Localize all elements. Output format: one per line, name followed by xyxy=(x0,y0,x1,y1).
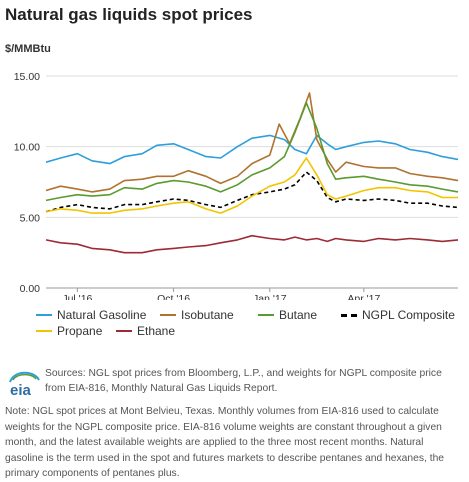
legend-label: Ethane xyxy=(137,324,176,338)
legend-swatch xyxy=(36,330,52,332)
legend-swatch xyxy=(258,314,274,316)
chart-title: Natural gas liquids spot prices xyxy=(5,5,253,24)
legend-label: Butane xyxy=(279,308,318,322)
y-axis-ticks: 0.00 5.00 10.00 15.00 xyxy=(14,71,40,295)
legend-label: Isobutane xyxy=(181,308,234,322)
legend-label: Natural Gasoline xyxy=(57,308,147,322)
legend-swatch xyxy=(116,330,132,332)
series-line-isobutane xyxy=(45,92,459,193)
x-tick-label: Jan '17 xyxy=(253,293,287,300)
y-axis-unit-label: $/MMBtu xyxy=(5,43,51,55)
legend-item: Butane xyxy=(258,308,317,322)
legend-swatch xyxy=(160,314,176,316)
gridlines xyxy=(46,75,458,289)
legend-item: NGPL Composite xyxy=(341,308,455,322)
legend-item: Isobutane xyxy=(160,308,234,322)
legend-label: NGPL Composite xyxy=(362,308,455,322)
series-line-natural-gasoline xyxy=(45,134,459,165)
x-tick-label: Jul '16 xyxy=(62,293,92,300)
series-line-propane xyxy=(45,157,458,214)
eia-logo: eia xyxy=(9,371,40,398)
y-tick-label: 0.00 xyxy=(20,283,41,295)
series-lines xyxy=(45,92,459,254)
price-line-chart: 0.00 5.00 10.00 15.00 Jul '16 Oct '16 Jan '17… xyxy=(14,71,459,300)
x-tick-label: Oct '16 xyxy=(157,293,190,300)
x-axis-ticks: Jul '16 Oct '16 Jan '17 Apr '17 xyxy=(62,288,381,300)
legend-item: Propane xyxy=(36,324,102,338)
legend-item: Ethane xyxy=(116,324,175,338)
legend-label: Propane xyxy=(57,324,103,338)
legend-item: Natural Gasoline xyxy=(36,308,146,322)
series-line-ethane xyxy=(45,234,459,254)
y-tick-label: 15.00 xyxy=(14,71,40,83)
series-line-butane xyxy=(45,102,459,202)
legend-swatch xyxy=(341,313,357,317)
series-line-ngpl-composite xyxy=(45,171,459,213)
eia-logo-text: eia xyxy=(10,382,32,398)
x-tick-label: Apr '17 xyxy=(347,293,380,300)
note-text: Note: NGL spot prices at Mont Belvieu, T… xyxy=(5,406,445,479)
y-tick-label: 10.00 xyxy=(14,142,40,154)
sources-text: Sources: NGL spot prices from Bloomberg,… xyxy=(45,368,442,394)
y-tick-label: 5.00 xyxy=(20,212,41,224)
legend-swatch xyxy=(36,314,52,316)
